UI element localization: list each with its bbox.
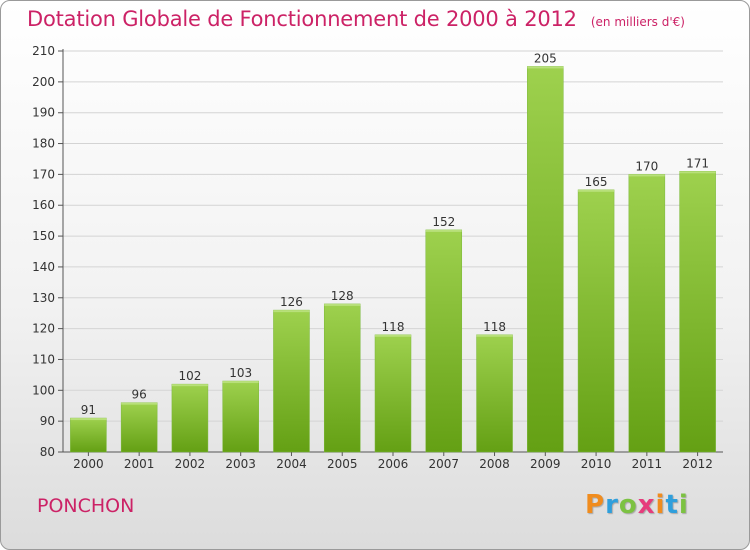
bar-highlight (171, 384, 208, 387)
bar-highlight (527, 66, 564, 69)
data-label-2011: 170 (635, 159, 658, 173)
y-tick-label: 90 (40, 414, 55, 428)
axes: 8090100110120130140150160170180190200210… (32, 44, 723, 471)
logo-letter: t (665, 490, 679, 520)
y-tick-label: 140 (32, 260, 55, 274)
x-tick-label-2007: 2007 (428, 457, 459, 471)
x-tick-label-2009: 2009 (530, 457, 561, 471)
bar-2012 (679, 171, 716, 453)
bar-highlight (628, 174, 665, 177)
data-labels: 91 96 102 103 126 128 118 152 118 205 165 170 171 (81, 51, 709, 417)
y-tick-label: 210 (32, 44, 55, 58)
bars (70, 66, 716, 453)
x-tick-label-2012: 2012 (682, 457, 713, 471)
bar-2006 (374, 334, 412, 453)
bar-highlight (679, 171, 716, 174)
bar-2008 (476, 334, 513, 453)
proxiti-logo: Proxiti (585, 490, 689, 520)
bar-2007 (425, 229, 463, 453)
x-tick-label-2004: 2004 (276, 457, 307, 471)
bar-2002 (171, 383, 209, 453)
y-tick-label: 120 (32, 322, 55, 336)
data-label-2009: 205 (534, 51, 557, 65)
bar-highlight (375, 334, 411, 337)
bar-2003 (222, 380, 259, 453)
x-tick-label-2005: 2005 (327, 457, 358, 471)
data-label-2001: 96 (132, 388, 147, 402)
logo-letter: i (655, 490, 666, 520)
bar-highlight (425, 229, 462, 232)
data-label-2008: 118 (483, 320, 506, 334)
bar-2001 (120, 402, 158, 453)
unit-label: (en milliers d'€) (590, 15, 685, 29)
data-label-2012: 171 (686, 156, 709, 170)
y-tick-label: 160 (32, 198, 55, 212)
x-tick-label-2003: 2003 (225, 457, 256, 471)
chart-title: Dotation Globale de Fonctionnement de 20… (27, 7, 577, 31)
y-tick-label: 180 (32, 137, 55, 151)
x-tick-label-2001: 2001 (124, 457, 155, 471)
data-label-2005: 128 (331, 289, 354, 303)
bar-2000 (70, 417, 107, 453)
logo-letter: o (618, 490, 638, 520)
data-label-2006: 118 (382, 320, 405, 334)
bar-2005 (323, 303, 361, 453)
x-tick-label-2011: 2011 (632, 457, 663, 471)
logo-letter: x (637, 490, 656, 520)
data-label-2007: 152 (432, 215, 455, 229)
x-tick-label-2010: 2010 (581, 457, 612, 471)
bar-highlight (121, 402, 158, 405)
data-label-2003: 103 (229, 366, 252, 380)
x-tick-label-2006: 2006 (378, 457, 409, 471)
bar-highlight (70, 418, 107, 421)
bar-2004 (273, 309, 310, 453)
bar-2009 (527, 66, 564, 453)
bar-highlight (222, 381, 259, 384)
logo-letter: P (585, 490, 606, 520)
y-tick-label: 100 (32, 383, 55, 397)
x-tick-label-2002: 2002 (175, 457, 206, 471)
y-tick-label: 110 (32, 352, 55, 366)
commune-name: PONCHON (37, 495, 135, 517)
x-tick-label-2008: 2008 (479, 457, 510, 471)
y-tick-label: 200 (32, 75, 55, 89)
bar-highlight (324, 303, 361, 306)
bar-highlight (578, 189, 615, 192)
y-tick-label: 190 (32, 106, 55, 120)
logo-letter: i (678, 490, 689, 520)
bar-2011 (628, 174, 666, 453)
x-tick-label-2000: 2000 (73, 457, 104, 471)
chart-title-block: Dotation Globale de Fonctionnement de 20… (27, 7, 685, 31)
y-tick-label: 150 (32, 229, 55, 243)
data-label-2002: 102 (178, 369, 201, 383)
y-tick-label: 80 (40, 445, 55, 459)
y-tick-label: 130 (32, 291, 55, 305)
bar-highlight (476, 334, 513, 337)
data-label-2000: 91 (81, 403, 96, 417)
bar-2010 (577, 189, 615, 453)
logo-letter: r (605, 490, 619, 520)
y-tick-label: 170 (32, 167, 55, 181)
bar-highlight (273, 310, 310, 313)
data-label-2004: 126 (280, 295, 303, 309)
data-label-2010: 165 (585, 175, 608, 189)
